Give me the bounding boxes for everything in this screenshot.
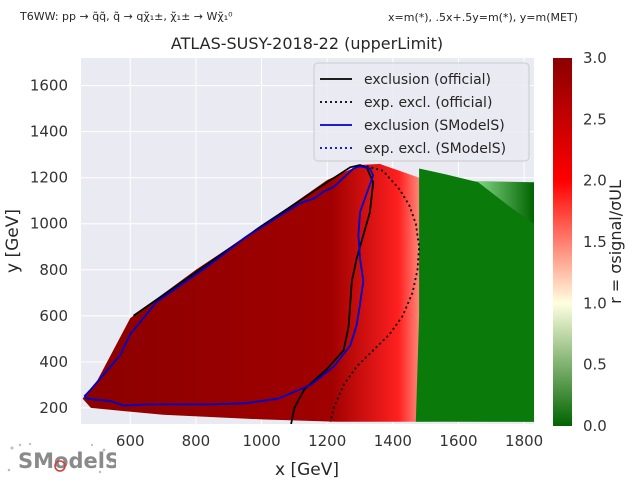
colorbar-tick-label: 1.5 [583,233,607,251]
colorbar-ticks: 0.0 0.5 1.0 1.5 2.0 2.5 3.0 [583,49,607,435]
contour-lines [83,164,421,424]
colorbar-label: r = σsignal/σUL [606,180,625,304]
x-axis-label: x [GeV] [275,460,339,480]
legend-label: exclusion (official) [364,72,491,88]
x-tick-label: 1400 [374,432,412,450]
y-tick-label: 800 [39,261,68,279]
legend-label: exp. excl. (official) [364,95,492,111]
colorbar-tick-label: 0.0 [583,417,607,435]
heatmap-green-region [415,168,534,422]
legend-label: exp. excl. (SModelS) [364,141,506,157]
y-tick-label: 1400 [30,123,68,141]
colorbar-tick-label: 3.0 [583,49,607,67]
y-tick-label: 400 [39,353,68,371]
y-tick-label: 600 [39,307,68,325]
colorbar-tick-label: 2.5 [583,110,607,128]
logo-text: SModelS [18,449,116,473]
colorbar-tick-label: 0.5 [583,356,607,374]
x-tick-label: 1600 [439,432,477,450]
y-axis-label: y [GeV] [3,209,23,273]
x-tick-label: 1800 [505,432,543,450]
smodels-logo: SModelS [4,440,120,478]
x-tick-label: 600 [116,432,145,450]
series-line [83,165,375,407]
colorbar [553,58,572,426]
process-label: T6WW: pp → q̃q̃, q̃ → qχ̃₁±, χ̃₁± → Wχ̃₁… [20,10,233,23]
y-tick-label: 1000 [30,215,68,233]
colorbar-tick-label: 2.0 [583,172,607,190]
y-tick-label: 1200 [30,169,68,187]
x-tick-label: 1000 [242,432,280,450]
y-tick-label: 200 [39,399,68,417]
legend: exclusion (official) exp. excl. (official… [313,62,530,162]
series-line [329,165,421,422]
mass-map-label: x=m(*), .5x+.5y=m(*), y=m(MET) [388,11,578,24]
chart-title: ATLAS-SUSY-2018-22 (upperLimit) [171,34,443,53]
x-tick-labels: 600 800 1000 1200 1400 1600 1800 [116,432,543,450]
colorbar-tick-label: 1.0 [583,294,607,312]
legend-label: exclusion (SModelS) [364,118,505,134]
y-tick-label: 1600 [30,77,68,95]
x-tick-label: 1200 [308,432,346,450]
legend-box [313,62,530,162]
x-tick-label: 800 [182,432,211,450]
logo-loop-icon [54,460,66,472]
y-tick-labels: 200 400 600 800 1000 1200 1400 1600 [30,77,68,417]
logo-dots-icon [7,442,112,474]
